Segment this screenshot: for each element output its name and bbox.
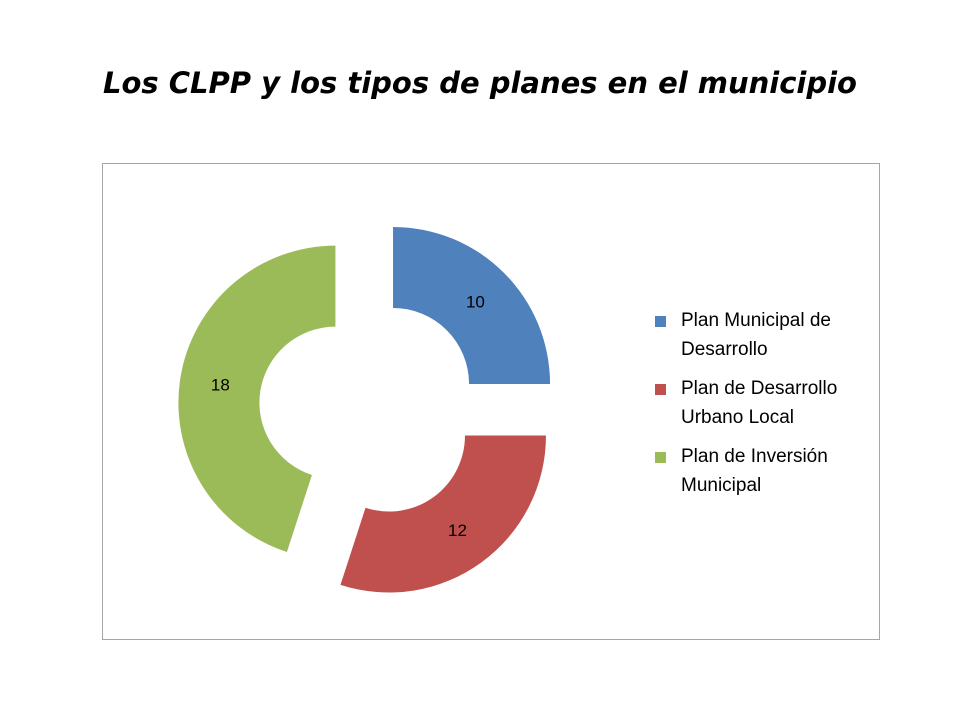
legend-label: Plan de Inversión Municipal bbox=[681, 446, 828, 496]
chart-area: 10 12 18 Plan Municipal de Desarrollo Plan… bbox=[102, 163, 880, 640]
donut-segment-plan-inversion-municipal bbox=[178, 245, 336, 552]
data-label-plan-municipal-desarrollo: 10 bbox=[466, 293, 485, 312]
legend-label: Plan Municipal de Desarrollo bbox=[681, 310, 831, 360]
legend-swatch bbox=[655, 452, 666, 463]
legend-label: Plan de Desarrollo Urbano Local bbox=[681, 378, 838, 428]
legend-entry-plan-inversion-municipal: Plan de Inversión Municipal bbox=[655, 442, 875, 500]
legend-entry-plan-desarrollo-urbano-local: Plan de Desarrollo Urbano Local bbox=[655, 374, 875, 432]
data-label-plan-inversion-municipal: 18 bbox=[211, 375, 230, 394]
donut-chart: 10 12 18 bbox=[178, 226, 551, 593]
legend-entry-plan-municipal-desarrollo: Plan Municipal de Desarrollo bbox=[655, 306, 875, 364]
donut-segment-plan-desarrollo-urbano-local bbox=[340, 435, 546, 593]
data-label-plan-desarrollo-urbano-local: 12 bbox=[448, 521, 467, 540]
chart-legend: Plan Municipal de Desarrollo Plan de Des… bbox=[655, 306, 875, 510]
legend-swatch bbox=[655, 384, 666, 395]
legend-swatch bbox=[655, 316, 666, 327]
page-title: Los CLPP y los tipos de planes en el mun… bbox=[103, 66, 857, 100]
donut-segment-plan-municipal-desarrollo bbox=[393, 226, 551, 384]
